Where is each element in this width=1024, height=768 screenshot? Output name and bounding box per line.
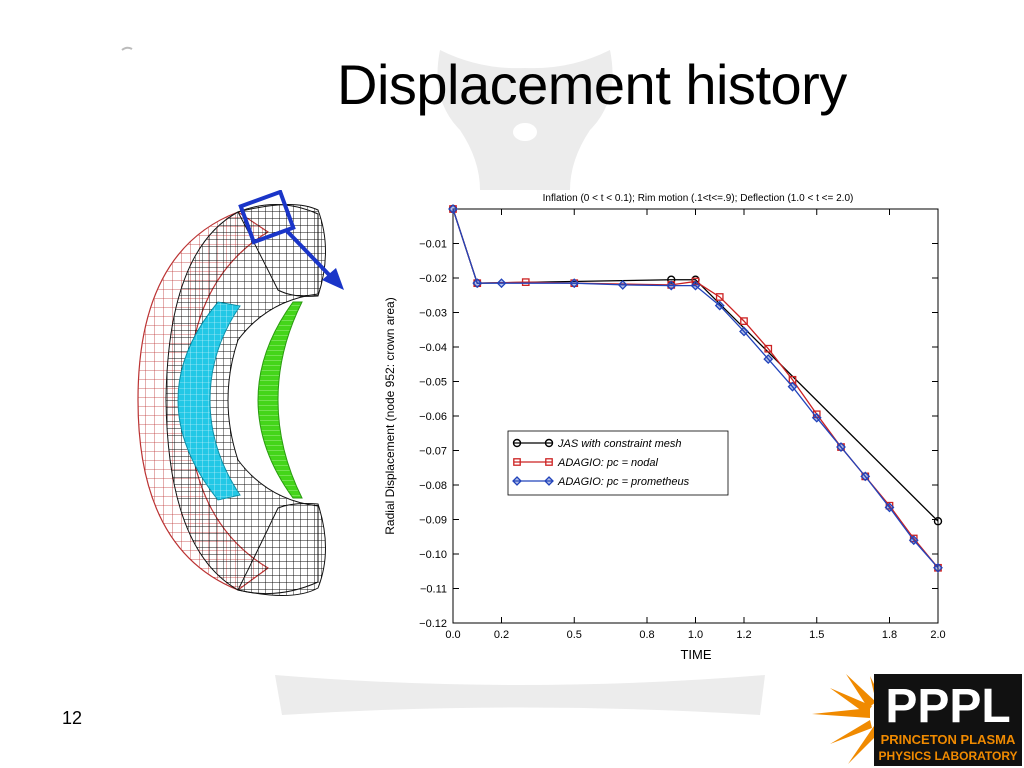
x-tick-label: 0.5	[567, 629, 582, 641]
y-tick-label: −0.02	[419, 273, 447, 285]
data-point	[933, 562, 943, 573]
data-point	[569, 278, 580, 289]
series-2	[449, 205, 942, 572]
data-point	[667, 275, 676, 284]
series-line	[452, 208, 939, 569]
data-point	[521, 278, 530, 286]
data-point	[908, 535, 919, 546]
data-point	[884, 502, 895, 513]
data-point	[811, 412, 822, 423]
data-point	[666, 280, 677, 291]
series-layer	[448, 204, 943, 573]
data-point	[909, 534, 918, 543]
y-tick-label: −0.10	[419, 549, 447, 561]
pppl-logo: PPPL PRINCETON PLASMA PHYSICS LABORATORY	[812, 674, 1022, 766]
legend-label: JAS with constraint mesh	[557, 438, 682, 450]
legend: JAS with constraint mesh ADAGIO: pc = nod…	[507, 430, 729, 496]
legend-item: ADAGIO: pc = nodal	[513, 457, 659, 469]
legend-box	[507, 430, 729, 496]
data-point	[860, 471, 871, 482]
y-tick-label: −0.03	[419, 308, 447, 320]
y-tick-label: −0.07	[419, 446, 447, 458]
y-axis-label: Radial Displacement (node 952: crown are…	[383, 297, 397, 534]
x-tick-label: 0.0	[445, 629, 460, 641]
x-tick-label: 0.8	[639, 629, 654, 641]
y-tick-label: −0.05	[419, 377, 447, 389]
legend-marker	[512, 476, 522, 486]
data-point	[764, 344, 773, 353]
data-point	[836, 442, 846, 452]
data-point	[448, 204, 458, 214]
x-tick-label: 1.8	[882, 629, 897, 641]
data-point	[714, 300, 725, 311]
x-tick-label: 0.2	[494, 629, 509, 641]
page-number: 12	[62, 708, 83, 728]
y-tick-label: −0.09	[419, 515, 447, 527]
legend-marker	[513, 458, 521, 466]
y-tick-label: −0.04	[419, 342, 447, 354]
series-line	[452, 208, 939, 569]
data-point	[690, 280, 701, 291]
data-point	[787, 381, 798, 392]
legend-item: JAS with constraint mesh	[512, 438, 682, 450]
legend-marker	[545, 458, 553, 466]
background-watermark-bottom	[275, 675, 765, 715]
data-point	[472, 278, 483, 289]
chart-title: Inflation (0 < t < 0.1); Rim motion (.1<…	[543, 193, 854, 204]
y-tick-label: −0.12	[419, 618, 447, 630]
data-point	[617, 279, 628, 290]
y-tick-label: −0.01	[419, 239, 447, 251]
data-point	[691, 277, 700, 286]
logo-line-1: PRINCETON PLASMA	[881, 732, 1016, 747]
legend-items: JAS with constraint mesh ADAGIO: pc = nod…	[512, 438, 690, 488]
corner-mark-icon	[121, 46, 133, 51]
y-tick-label: −0.06	[419, 411, 447, 423]
legend-marker	[512, 438, 522, 448]
logo-line-2: PHYSICS LABORATORY	[878, 749, 1017, 763]
plot-area	[452, 208, 939, 624]
data-point	[496, 278, 507, 289]
tire-mesh-image	[137, 190, 344, 596]
x-axis-ticks: 0.0 0.2 0.5 0.8 1.0 1.2 1.5 1.8 2.0	[445, 209, 946, 641]
data-point	[739, 326, 749, 337]
series-3	[448, 204, 943, 573]
background-watermark-top	[437, 50, 613, 190]
sunburst-icon	[812, 674, 882, 764]
y-axis-ticks: −0.01 −0.02 −0.03 −0.04 −0.05 −0.06 −0.07 −0.08…	[419, 239, 938, 630]
x-tick-label: 1.2	[736, 629, 751, 641]
data-point	[933, 517, 943, 526]
y-tick-label: −0.08	[419, 480, 447, 492]
x-axis-label: TIME	[680, 647, 711, 662]
x-tick-label: 1.5	[809, 629, 824, 641]
logo-acronym: PPPL	[885, 680, 1010, 733]
slide-title: Displacement history	[337, 53, 847, 116]
data-point	[885, 501, 894, 510]
legend-marker	[544, 476, 554, 486]
data-point	[740, 317, 748, 325]
data-point	[715, 293, 724, 301]
y-tick-label: −0.11	[420, 584, 447, 596]
x-tick-label: 2.0	[930, 629, 945, 641]
legend-label: ADAGIO: pc = nodal	[557, 457, 659, 469]
data-point	[763, 354, 774, 364]
legend-marker	[544, 438, 554, 448]
x-tick-label: 1.0	[688, 629, 703, 641]
legend-item: ADAGIO: pc = prometheus	[512, 476, 690, 488]
legend-label: ADAGIO: pc = prometheus	[557, 476, 690, 488]
displacement-chart: Inflation (0 < t < 0.1); Rim motion (.1<…	[383, 193, 946, 662]
